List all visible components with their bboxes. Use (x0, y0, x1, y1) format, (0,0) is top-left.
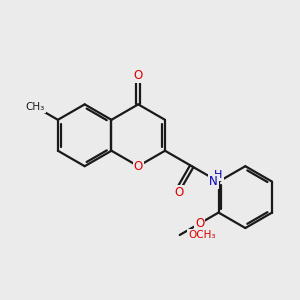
Text: N: N (209, 175, 218, 188)
Text: H: H (214, 170, 223, 180)
Text: O: O (195, 217, 204, 230)
Text: OCH₃: OCH₃ (188, 230, 215, 240)
Text: O: O (174, 186, 183, 199)
Text: O: O (134, 69, 143, 82)
Text: O: O (134, 160, 143, 173)
Text: CH₃: CH₃ (26, 102, 45, 112)
